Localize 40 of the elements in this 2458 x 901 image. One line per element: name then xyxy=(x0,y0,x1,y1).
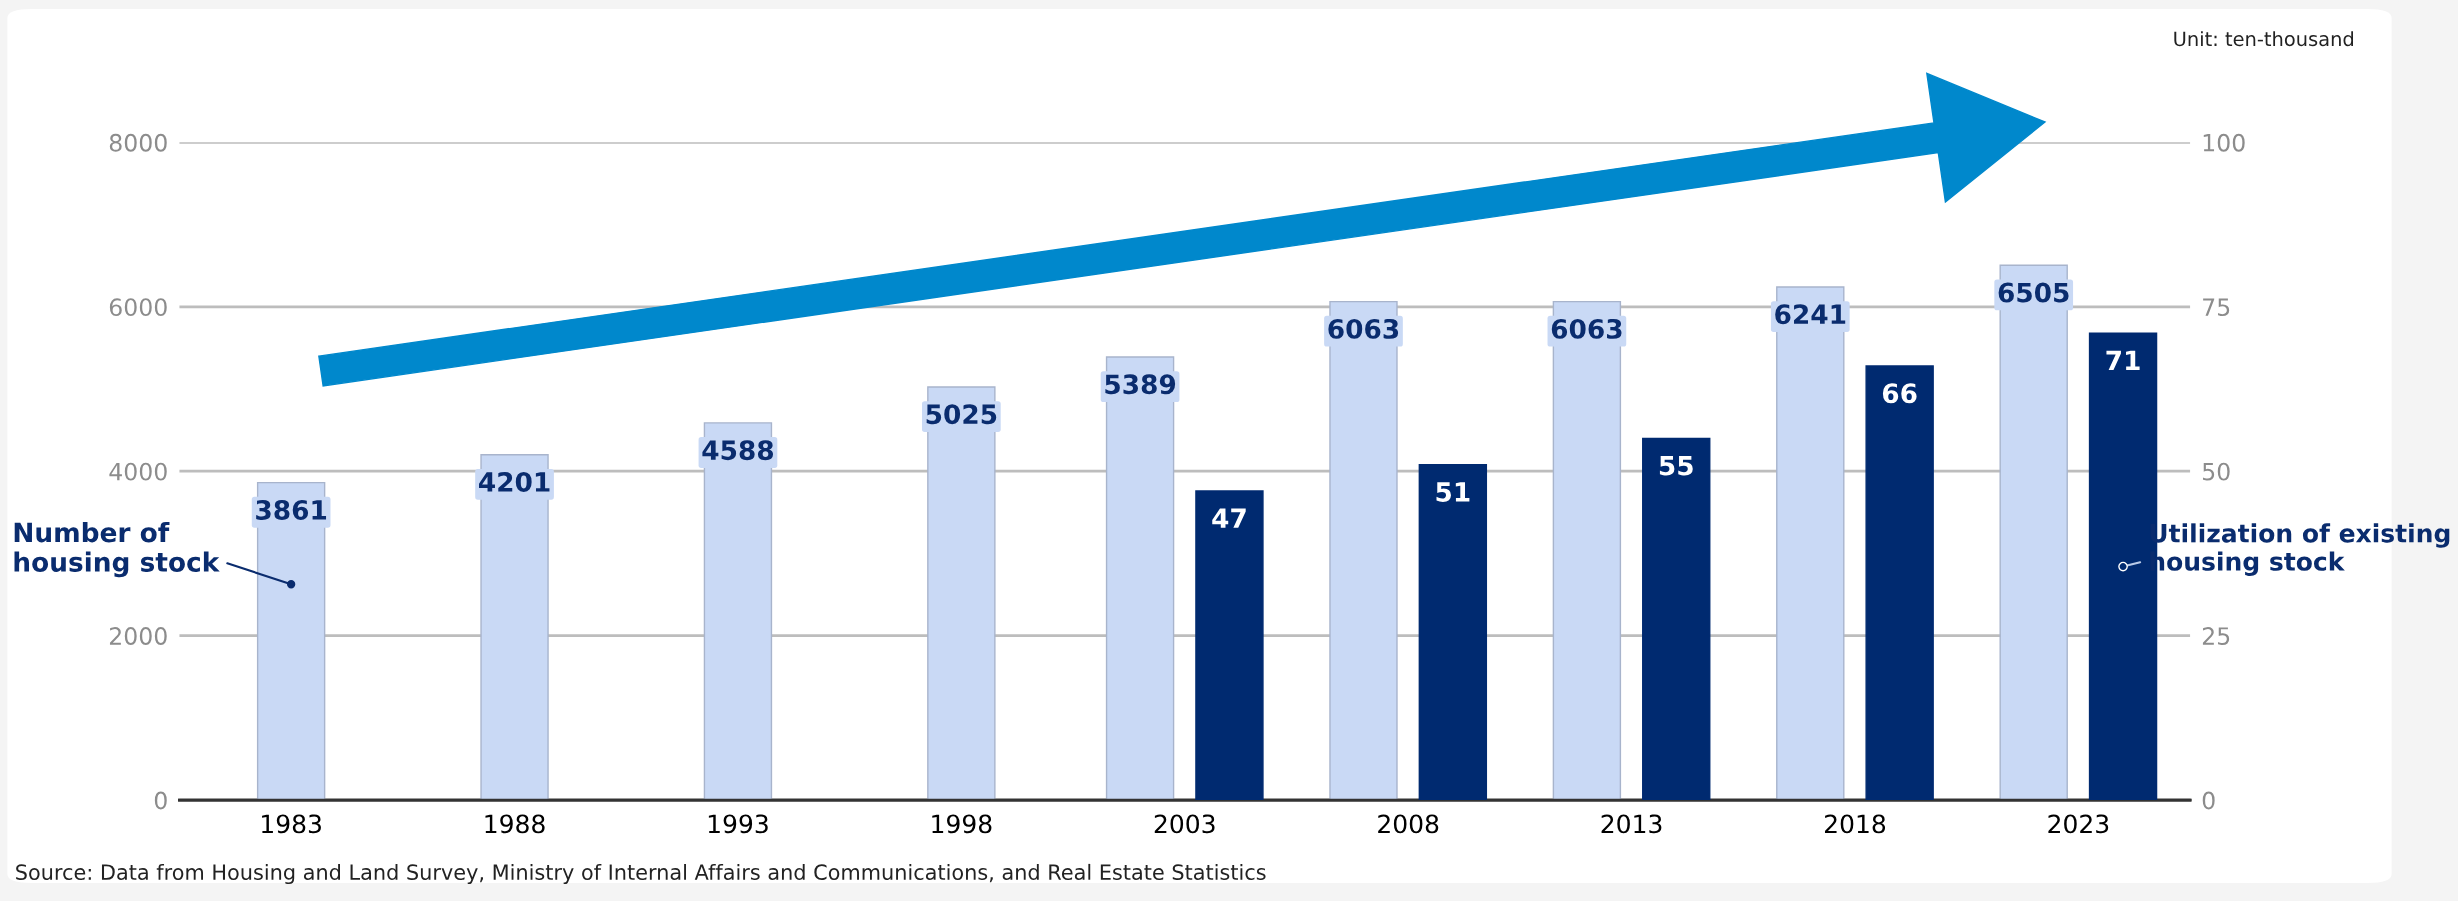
y2-tick-label: 75 xyxy=(2203,298,2230,317)
bar xyxy=(1865,365,1934,801)
y2-tick-label: 25 xyxy=(2202,627,2230,645)
bar xyxy=(1642,437,1711,801)
x-tick-label: 2003 xyxy=(1154,814,1215,834)
bar xyxy=(1195,490,1264,801)
data-label: 6241 xyxy=(1775,304,1846,325)
data-label: 6063 xyxy=(1328,318,1399,339)
y2-tick-label: 100 xyxy=(2203,133,2245,152)
data-label: 51 xyxy=(1436,482,1470,502)
y-tick-label: 8000 xyxy=(109,133,167,152)
x-tick-label: 1998 xyxy=(932,814,992,834)
data-label: 71 xyxy=(2106,350,2140,370)
y-tick-label: 2000 xyxy=(109,627,167,645)
data-label: 5025 xyxy=(926,404,997,425)
data-label: 5389 xyxy=(1105,374,1176,395)
y-tick-label: 4000 xyxy=(109,462,167,481)
x-tick-label: 2023 xyxy=(2048,814,2109,834)
y-tick-label: 0 xyxy=(154,791,167,810)
series-label: Number of housing stock xyxy=(14,521,220,578)
data-label: 6505 xyxy=(1998,282,2069,303)
data-label: 55 xyxy=(1659,455,1693,476)
data-label: 6063 xyxy=(1551,318,1622,339)
source-note: Source: Data from Housing and Land Survey, Ministry of Internal Affairs and Communications, and Real Estate Statistics xyxy=(16,863,1266,885)
data-label: 3861 xyxy=(256,499,327,520)
data-label: 66 xyxy=(1882,383,1917,404)
x-tick-label: 2013 xyxy=(1601,814,1662,834)
bar xyxy=(1418,463,1488,801)
x-tick-label: 2018 xyxy=(1824,814,1886,834)
x-tick-label: 2008 xyxy=(1378,814,1439,834)
text: Unit: ten-thousand xyxy=(2174,31,2354,47)
data-label: 4588 xyxy=(702,440,774,461)
data-label: 47 xyxy=(1212,508,1246,528)
x-tick-label: 1993 xyxy=(708,814,768,834)
x-tick-label: 1983 xyxy=(262,814,321,834)
data-label: 4201 xyxy=(479,471,550,492)
x-tick-label: 1988 xyxy=(485,814,545,834)
y2-tick-label: 0 xyxy=(2202,791,2215,810)
y2-tick-label: 50 xyxy=(2203,462,2230,481)
y-tick-label: 6000 xyxy=(109,298,167,317)
